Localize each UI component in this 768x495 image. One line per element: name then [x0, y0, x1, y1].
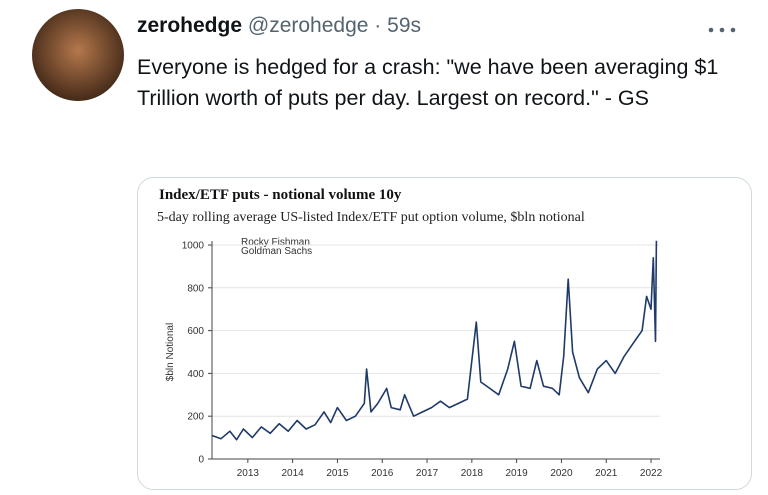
y-axis-label: $bln Notional [165, 323, 176, 381]
data-line [211, 240, 658, 441]
tweet-header: zerohedge @zerohedge · 59s [137, 14, 421, 38]
y-tick-label: 0 [198, 455, 204, 466]
card-border [137, 177, 752, 490]
x-tick-label: 2021 [595, 468, 618, 479]
x-tick-label: 2019 [506, 468, 529, 479]
separator: · [374, 14, 382, 37]
avatar[interactable] [30, 7, 126, 103]
x-tick-label: 2014 [282, 468, 305, 479]
watermark: Goldman Sachs [241, 246, 312, 257]
tweet-text: Everyone is hedged for a crash: "we have… [137, 55, 719, 110]
chart-subtitle: 5-day rolling average US-listed Index/ET… [157, 210, 585, 225]
y-tick-label: 1000 [182, 241, 205, 252]
y-tick-label: 800 [187, 283, 204, 294]
timestamp[interactable]: 59s [387, 14, 421, 37]
x-tick-label: 2017 [416, 468, 439, 479]
author-handle[interactable]: @zerohedge [247, 14, 369, 37]
x-tick-label: 2020 [550, 468, 573, 479]
x-tick-label: 2018 [461, 468, 484, 479]
y-tick-label: 600 [187, 326, 204, 337]
author-name[interactable]: zerohedge [137, 14, 243, 37]
x-tick-label: 2016 [371, 468, 394, 479]
x-tick-label: 2022 [640, 468, 663, 479]
x-tick-label: 2015 [326, 468, 349, 479]
more-button[interactable] [705, 24, 741, 36]
x-tick-label: 2013 [237, 468, 260, 479]
watermark: Rocky Fishman [241, 237, 310, 248]
chart-image[interactable]: Index/ETF puts - notional volume 10y 5-d… [137, 177, 752, 490]
y-tick-label: 200 [187, 412, 204, 423]
chart-title: Index/ETF puts - notional volume 10y [159, 187, 402, 203]
y-tick-label: 400 [187, 369, 204, 380]
